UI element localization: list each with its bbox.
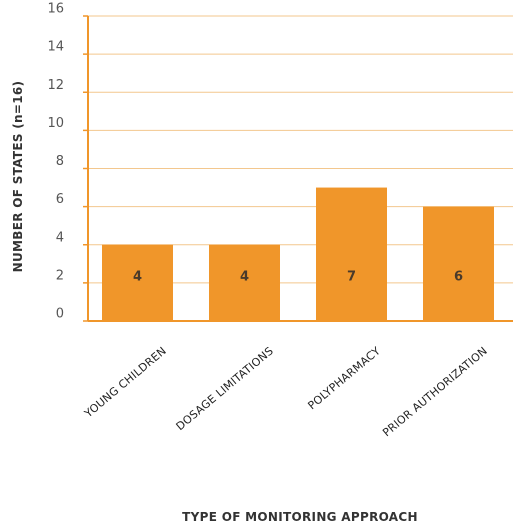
- category-label: POLYPHARMACY: [305, 344, 382, 412]
- data-label: 4: [240, 270, 249, 285]
- y-tick-label: 2: [56, 268, 64, 283]
- data-label: 4: [133, 270, 142, 285]
- bars: [102, 187, 494, 321]
- x-axis-title: TYPE OF MONITORING APPROACH: [182, 510, 418, 524]
- y-tick-label: 4: [56, 230, 64, 245]
- y-tick-label: 6: [56, 192, 64, 207]
- y-tick-label: 14: [47, 40, 64, 55]
- y-tick-label: 0: [56, 307, 64, 322]
- bar: [102, 244, 173, 321]
- y-axis-ticks: 0 2 4 6 8 10 12 14 16: [47, 2, 64, 322]
- category-label: YOUNG CHILDREN: [81, 344, 169, 420]
- category-label: DOSAGE LIMITATIONS: [174, 344, 276, 433]
- y-tick-label: 10: [47, 116, 64, 131]
- bar: [316, 187, 387, 321]
- data-labels: 4 4 7 6: [133, 270, 463, 285]
- bar: [209, 244, 280, 321]
- y-axis-title: NUMBER OF STATES (n=16): [11, 81, 25, 273]
- data-label: 6: [454, 270, 463, 285]
- category-labels: YOUNG CHILDREN DOSAGE LIMITATIONS POLYPHAR…: [81, 344, 490, 439]
- category-label: PRIOR AUTHORIZATION: [380, 344, 490, 439]
- bar: [423, 206, 494, 321]
- y-tick-label: 12: [47, 78, 64, 93]
- y-tick-label: 8: [56, 154, 64, 169]
- data-label: 7: [347, 270, 356, 285]
- y-tick-label: 16: [47, 2, 64, 17]
